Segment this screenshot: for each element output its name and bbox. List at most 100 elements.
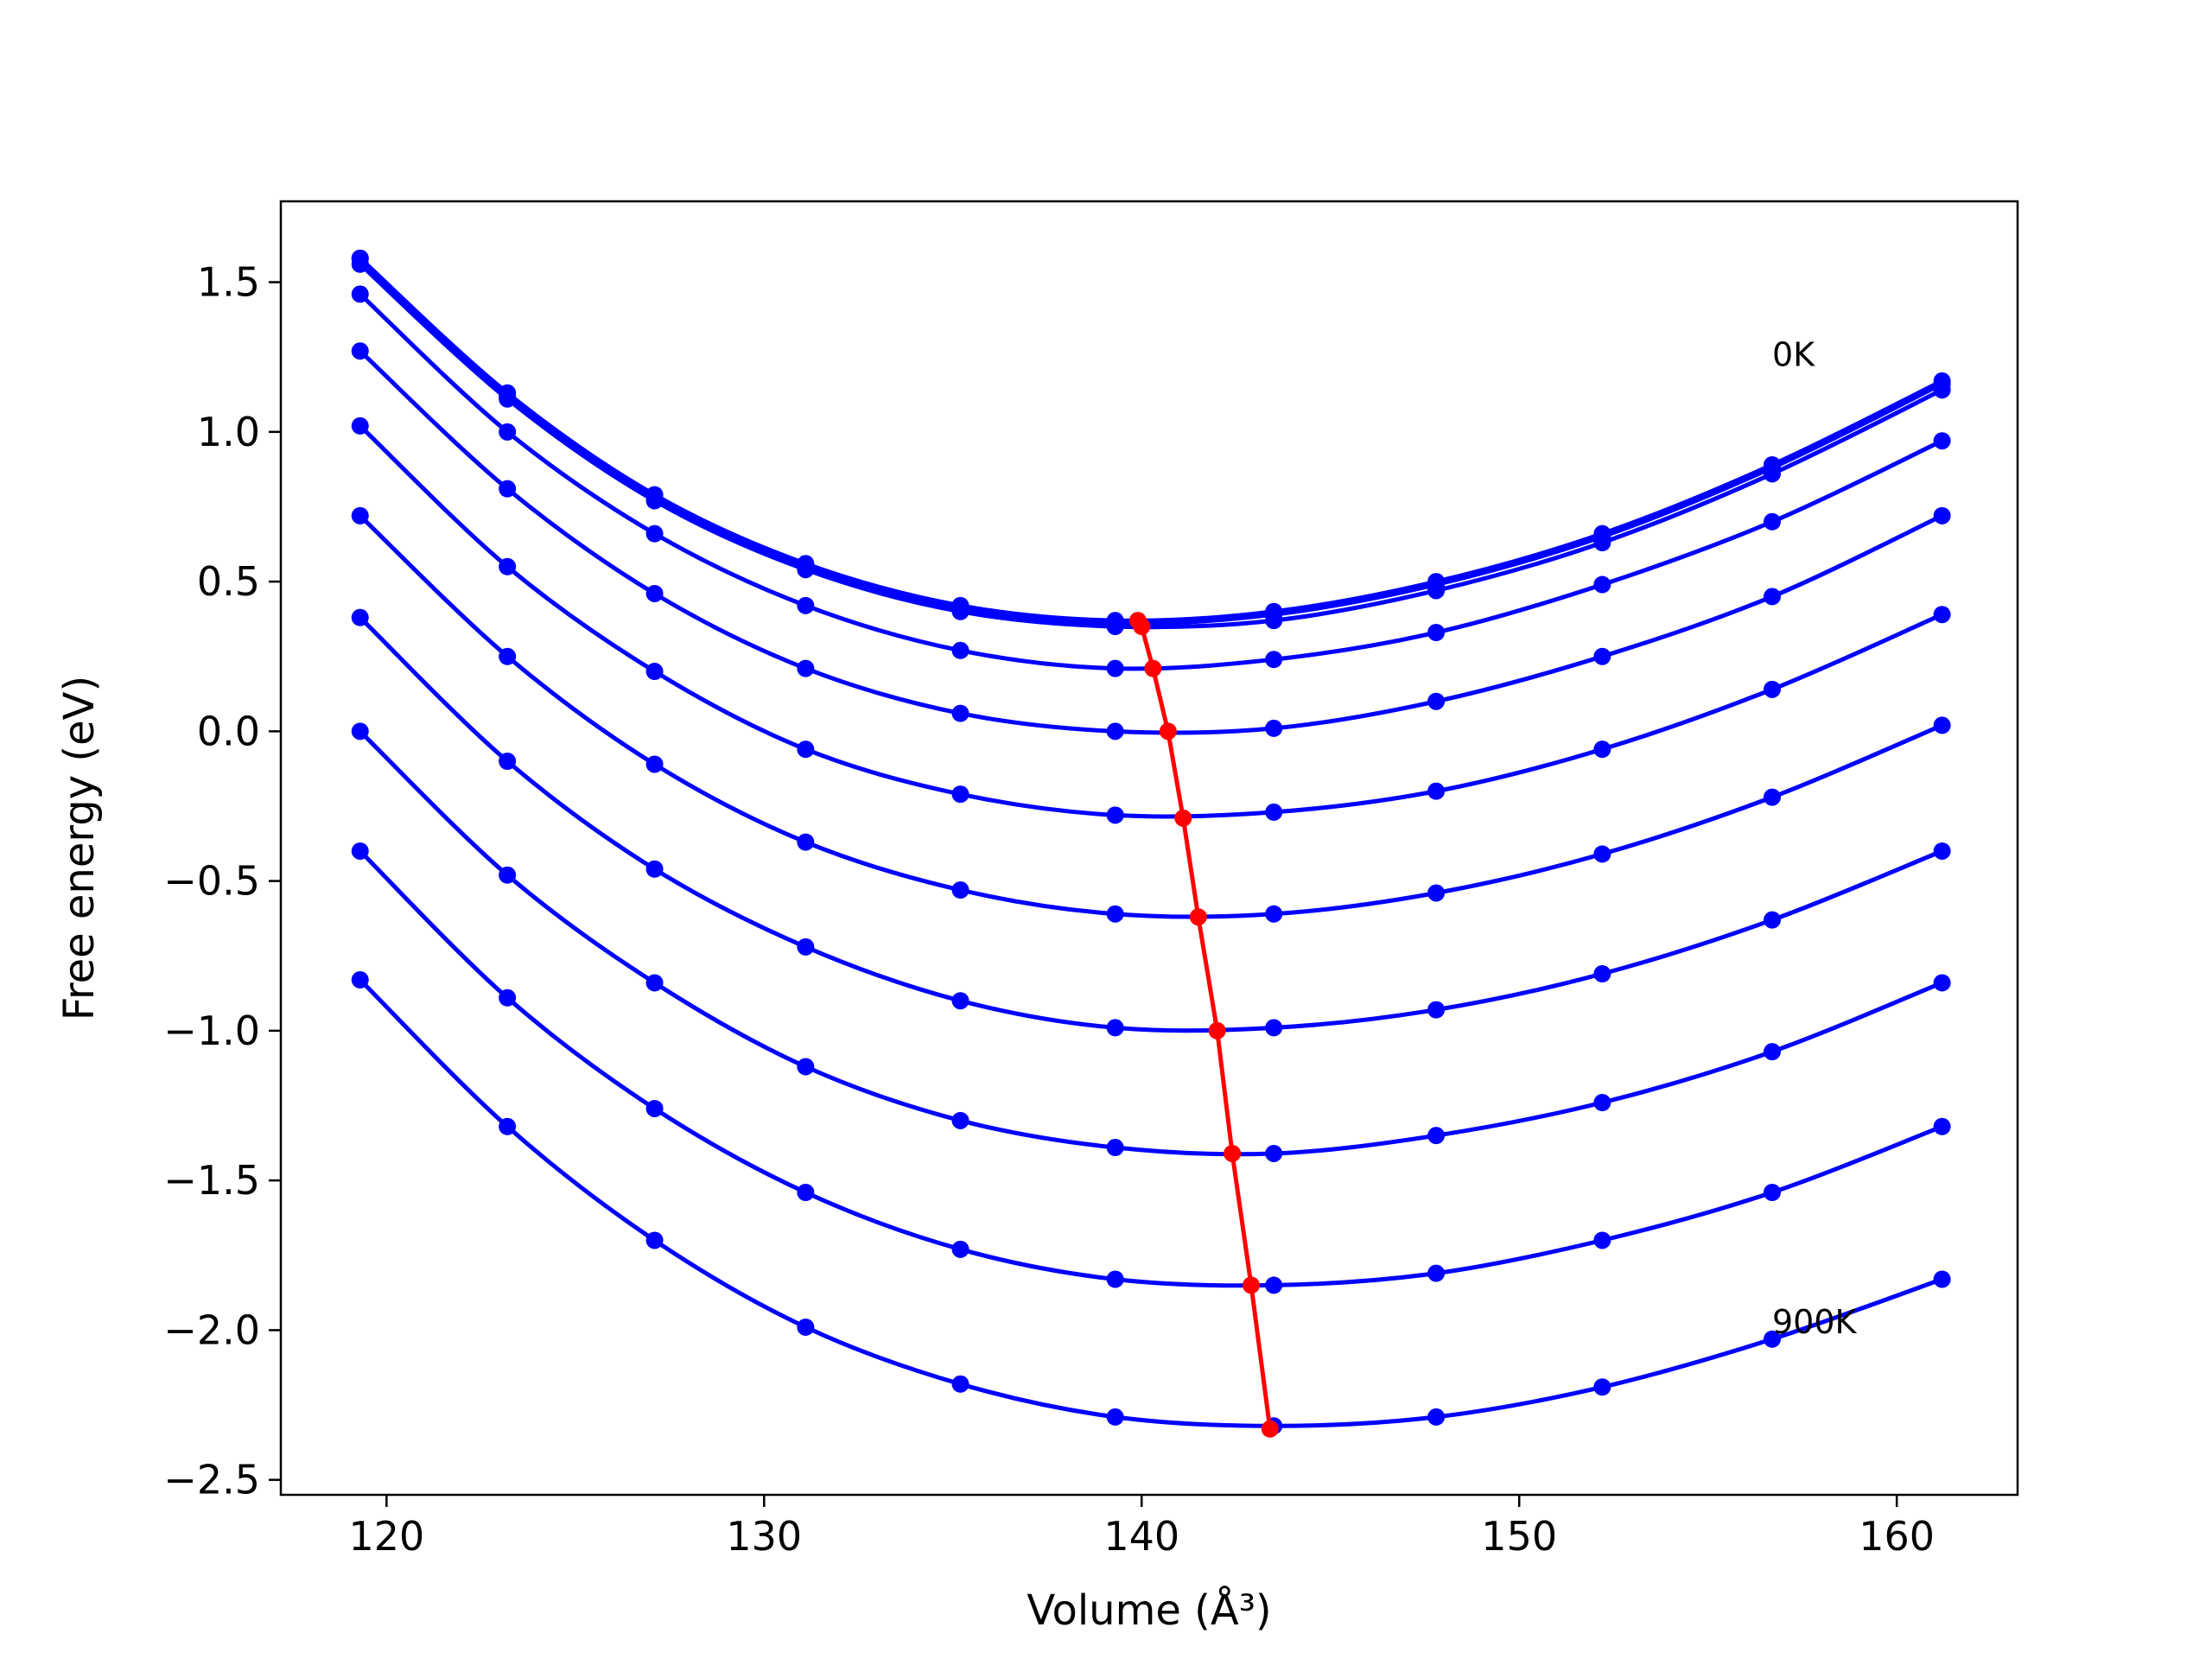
series-line [359, 978, 1943, 1428]
data-point [1265, 1019, 1283, 1037]
x-tick-label: 150 [1481, 1513, 1557, 1560]
x-axis-title: Volume (Å³) [1027, 1586, 1271, 1635]
minimum-point [1159, 722, 1177, 741]
series-line [359, 292, 1943, 671]
data-point [1593, 965, 1611, 983]
data-point [645, 1099, 664, 1117]
data-point [1593, 534, 1611, 552]
data-point [1763, 1184, 1781, 1202]
data-point [1427, 1001, 1446, 1019]
data-point [1763, 680, 1781, 698]
data-point [1933, 1270, 1951, 1288]
data-point [645, 663, 664, 681]
data-point [499, 753, 517, 771]
data-point [1265, 1276, 1283, 1294]
data-point [951, 881, 969, 899]
data-point [951, 704, 969, 722]
data-point [1763, 1330, 1781, 1348]
x-tick-label: 120 [348, 1513, 424, 1560]
data-point [645, 584, 664, 602]
data-point [1265, 1144, 1283, 1162]
data-point [797, 1318, 815, 1336]
y-tick-label: −2.5 [163, 1457, 260, 1503]
y-tick-label: 1.5 [197, 259, 260, 306]
data-point [1106, 806, 1124, 824]
series-2 [351, 249, 1951, 632]
series-8 [351, 608, 1951, 1037]
x-tick-label: 160 [1859, 1513, 1935, 1560]
data-point [1106, 1270, 1124, 1288]
series-4 [351, 285, 1951, 677]
minimum-point [1261, 1420, 1279, 1438]
data-point [645, 492, 664, 510]
minimum-point [1133, 618, 1151, 636]
data-point [1106, 1408, 1124, 1426]
data-point [1427, 884, 1446, 902]
y-tick-label: 0.5 [197, 558, 260, 605]
data-point [499, 1117, 517, 1135]
data-point [1427, 1408, 1446, 1426]
data-point [797, 659, 815, 677]
data-point [1593, 647, 1611, 665]
annotation-label: 900K [1772, 1303, 1858, 1341]
axes-frame [279, 200, 2019, 1497]
data-point [351, 722, 369, 741]
data-point [645, 524, 664, 543]
data-point [1933, 716, 1951, 734]
data-point [1593, 1378, 1611, 1396]
data-point [351, 342, 369, 360]
data-point [351, 970, 369, 988]
data-point [351, 842, 369, 860]
data-point [1593, 1231, 1611, 1249]
minimum-curve-line [1135, 619, 1273, 1430]
data-point [1933, 974, 1951, 992]
data-point [797, 938, 815, 956]
minimum-point [1144, 659, 1162, 677]
annotation-label: 0K [1772, 336, 1815, 374]
data-point [1763, 788, 1781, 806]
data-point [797, 1058, 815, 1076]
data-point [1763, 911, 1781, 929]
y-tick-label: 0.0 [197, 708, 260, 754]
plot-area [351, 249, 1951, 1438]
y-tick-label: −2.0 [163, 1306, 260, 1353]
data-point [351, 506, 369, 524]
data-point [499, 480, 517, 498]
data-point [1265, 612, 1283, 630]
series-line [359, 256, 1943, 623]
series-line [359, 615, 1943, 1033]
data-point [499, 647, 517, 665]
data-point [499, 390, 517, 408]
y-tick-label: 1.0 [197, 409, 260, 455]
data-point [951, 785, 969, 804]
data-point [1265, 803, 1283, 821]
data-point [1933, 506, 1951, 524]
data-point [351, 285, 369, 303]
data-point [645, 974, 664, 992]
data-point [645, 860, 664, 878]
data-point [1427, 582, 1446, 600]
y-axis: 1.5 1.0 0.5 0.0 −0.5 −1.0 −1.5 −2.0 −2.5 [163, 259, 281, 1503]
data-point [951, 1240, 969, 1258]
y-axis-title: Free energy (eV) [55, 676, 104, 1020]
data-point [1265, 651, 1283, 669]
data-point [951, 1375, 969, 1393]
data-point [1933, 606, 1951, 624]
data-point [1265, 905, 1283, 923]
data-point [1593, 1094, 1611, 1112]
data-point [1593, 575, 1611, 594]
data-point [797, 596, 815, 614]
y-tick-label: −1.5 [163, 1157, 260, 1204]
data-point [1106, 905, 1124, 923]
data-point [351, 608, 369, 626]
data-point [1265, 719, 1283, 737]
data-point [499, 423, 517, 441]
data-point [797, 561, 815, 579]
series-7 [351, 506, 1951, 923]
data-point [1933, 432, 1951, 450]
data-point [1106, 659, 1124, 677]
series-9 [351, 722, 1951, 1162]
data-point [351, 255, 369, 273]
data-point [1106, 618, 1124, 636]
